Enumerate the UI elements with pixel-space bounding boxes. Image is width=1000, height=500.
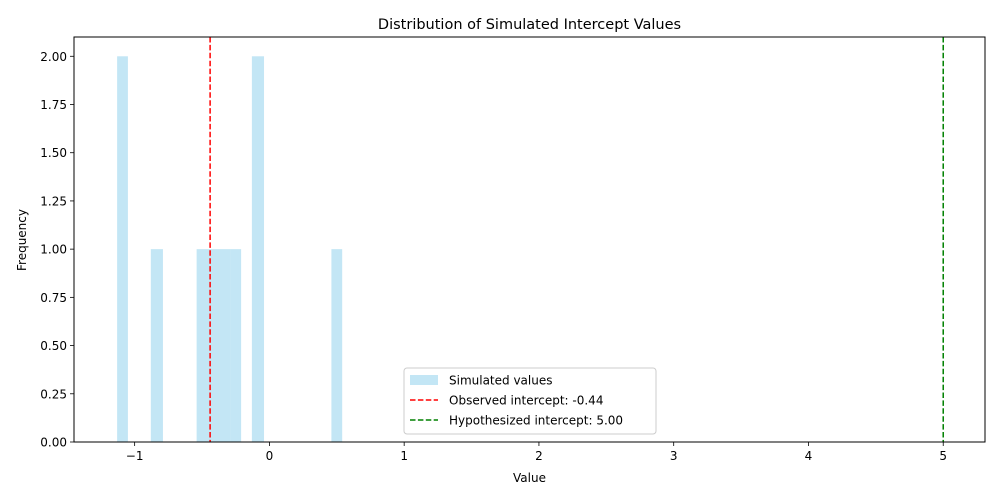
x-tick-label: 0 <box>266 449 274 463</box>
histogram-bar <box>150 249 163 442</box>
histogram-bar <box>207 249 220 442</box>
y-axis: 0.00 0.25 0.50 0.75 1.00 1.25 1.50 1.75 2.00 <box>40 50 74 450</box>
histogram-bar <box>196 249 208 442</box>
x-tick-label: 3 <box>670 449 678 463</box>
chart-title: Distribution of Simulated Intercept Valu… <box>378 17 681 33</box>
plot-frame <box>73 36 986 443</box>
histogram-bar <box>251 56 265 443</box>
y-tick-label: 1.25 <box>40 194 67 208</box>
histogram-bar <box>219 249 231 442</box>
y-tick-label: 0.75 <box>40 291 67 305</box>
y-tick-label: 0.00 <box>40 436 67 450</box>
y-tick-label: 1.50 <box>40 146 67 160</box>
x-axis-title: Value <box>513 471 546 485</box>
y-tick-label: 1.00 <box>40 243 67 257</box>
histogram-bar <box>331 249 343 442</box>
legend-label: Simulated values <box>449 374 552 388</box>
legend-frame <box>403 367 657 435</box>
x-tick-label: 1 <box>400 449 408 463</box>
y-tick-label: 1.75 <box>40 98 67 112</box>
y-axis-title: Frequency <box>15 209 29 271</box>
x-tick-label: −1 <box>126 449 144 463</box>
legend-label: Hypothesized intercept: 5.00 <box>449 414 623 428</box>
bars-layer <box>117 56 343 443</box>
x-tick-label: 5 <box>939 449 947 463</box>
histogram-bar <box>117 56 128 443</box>
x-tick-label: 2 <box>535 449 543 463</box>
reference-lines-layer <box>209 37 944 442</box>
legend: Simulated values Observed intercept: -0.4… <box>403 367 657 435</box>
legend-label: Observed intercept: -0.44 <box>449 394 603 408</box>
x-axis: −1 0 1 2 3 4 5 <box>126 442 947 463</box>
y-tick-label: 2.00 <box>40 50 67 64</box>
x-tick-label: 4 <box>805 449 813 463</box>
histogram-bar <box>230 249 242 442</box>
legend-swatch <box>410 375 438 385</box>
y-tick-label: 0.50 <box>40 339 67 353</box>
y-tick-label: 0.25 <box>40 387 67 401</box>
